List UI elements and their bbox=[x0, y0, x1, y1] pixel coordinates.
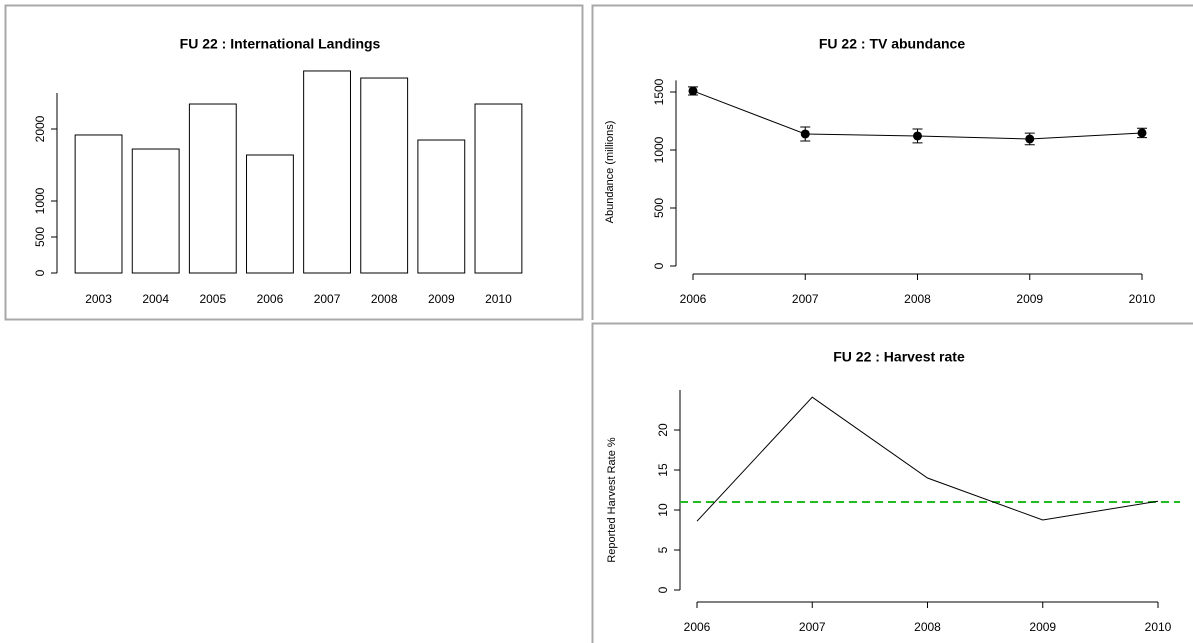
y-tick-label: 500 bbox=[652, 198, 666, 218]
chart-title: FU 22 : International Landings bbox=[180, 36, 381, 52]
x-tick-label: 2009 bbox=[1029, 620, 1056, 634]
x-tick-label: 2009 bbox=[1016, 292, 1043, 306]
y-axis-label: Reported Harvest Rate % bbox=[606, 437, 618, 563]
y-tick-label: 15 bbox=[656, 463, 670, 477]
x-tick-label: 2005 bbox=[199, 292, 226, 306]
x-tick-label: 2008 bbox=[371, 292, 398, 306]
chart-title: FU 22 : Harvest rate bbox=[833, 349, 965, 365]
x-tick-label: 2007 bbox=[799, 620, 826, 634]
x-tick-label: 2010 bbox=[1129, 292, 1156, 306]
y-tick-label: 5 bbox=[656, 546, 670, 553]
x-tick-label: 2006 bbox=[257, 292, 284, 306]
y-tick-label: 0 bbox=[33, 269, 47, 276]
data-point bbox=[913, 131, 922, 141]
data-point bbox=[800, 129, 810, 139]
x-tick-label: 2010 bbox=[485, 292, 512, 306]
y-tick-label: 2000 bbox=[33, 115, 47, 142]
x-tick-label: 2007 bbox=[314, 292, 341, 306]
y-tick-label: 500 bbox=[33, 227, 47, 247]
bar bbox=[131, 148, 180, 274]
bar bbox=[417, 139, 466, 274]
data-point bbox=[1025, 134, 1035, 144]
y-tick-label: 10 bbox=[656, 503, 670, 517]
x-tick-label: 2006 bbox=[680, 292, 707, 306]
y-tick-label: 1000 bbox=[652, 136, 666, 163]
bar bbox=[360, 77, 409, 274]
x-tick-label: 2009 bbox=[428, 292, 455, 306]
bar bbox=[74, 134, 123, 274]
y-tick-label: 1500 bbox=[652, 78, 666, 105]
panel-frame bbox=[591, 322, 1193, 643]
y-tick-label: 0 bbox=[652, 262, 666, 269]
data-line bbox=[696, 396, 1159, 522]
x-tick-label: 2007 bbox=[792, 292, 819, 306]
data-point bbox=[1137, 128, 1147, 138]
x-tick-label: 2003 bbox=[85, 292, 112, 306]
x-tick-label: 2004 bbox=[142, 292, 169, 306]
y-tick-label: 20 bbox=[656, 423, 670, 437]
x-tick-label: 2006 bbox=[684, 620, 711, 634]
chart-title: FU 22 : TV abundance bbox=[819, 36, 965, 52]
y-axis-label: Abundance (millions) bbox=[604, 121, 616, 224]
x-tick-label: 2010 bbox=[1145, 620, 1172, 634]
bar bbox=[474, 103, 523, 274]
bar bbox=[303, 70, 351, 274]
y-tick-label: 1000 bbox=[33, 187, 47, 214]
data-point bbox=[688, 86, 698, 96]
panel-frame bbox=[591, 4, 1193, 320]
panel-frame bbox=[4, 4, 584, 321]
y-tick-label: 0 bbox=[656, 586, 670, 593]
x-tick-label: 2008 bbox=[914, 620, 941, 634]
x-tick-label: 2008 bbox=[904, 292, 931, 306]
bar bbox=[246, 154, 294, 274]
bar bbox=[188, 103, 237, 274]
